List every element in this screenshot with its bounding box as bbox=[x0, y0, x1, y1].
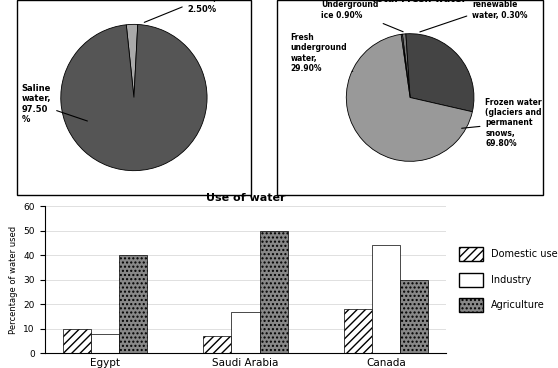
Bar bbox=[259, 231, 288, 353]
Text: Total Fresh water: Total Fresh water bbox=[371, 0, 466, 4]
Wedge shape bbox=[406, 34, 474, 112]
Text: Fresh
underground
water,
29.90%: Fresh underground water, 29.90% bbox=[291, 33, 353, 73]
Text: Frozen water
(glaciers and
permanent
snows,
69.80%: Frozen water (glaciers and permanent sno… bbox=[461, 98, 542, 148]
Y-axis label: Percentage of water used: Percentage of water used bbox=[9, 226, 18, 334]
Wedge shape bbox=[61, 25, 207, 171]
Bar bbox=[344, 309, 372, 353]
Bar bbox=[232, 312, 259, 353]
Bar bbox=[119, 255, 147, 353]
Legend: Domestic use, Industry, Agriculture: Domestic use, Industry, Agriculture bbox=[455, 244, 558, 316]
Text: Fresh
water,
2.50%: Fresh water, 2.50% bbox=[145, 0, 217, 22]
Wedge shape bbox=[402, 34, 410, 98]
Bar bbox=[17, 0, 251, 195]
Bar bbox=[372, 245, 400, 353]
Text: Fresh
renewable
water, 0.30%: Fresh renewable water, 0.30% bbox=[420, 0, 528, 32]
Bar bbox=[400, 280, 428, 353]
Bar bbox=[63, 329, 91, 353]
Bar bbox=[203, 336, 232, 353]
Wedge shape bbox=[347, 34, 473, 161]
Wedge shape bbox=[126, 24, 138, 98]
Wedge shape bbox=[401, 34, 410, 98]
Title: Use of water: Use of water bbox=[206, 192, 285, 202]
Bar bbox=[91, 334, 119, 353]
Text: Saline
water,
97.50
%: Saline water, 97.50 % bbox=[22, 84, 88, 124]
Bar bbox=[277, 0, 543, 195]
Text: Underground
ice 0.90%: Underground ice 0.90% bbox=[321, 0, 403, 32]
